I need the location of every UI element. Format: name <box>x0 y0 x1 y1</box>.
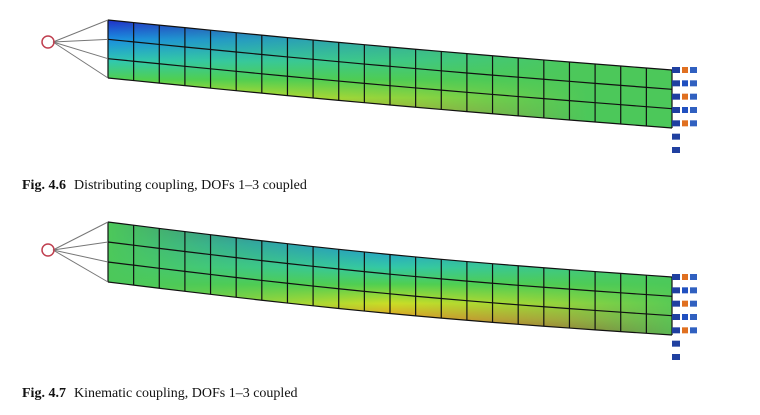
coupling-line <box>52 249 109 263</box>
bc-marker <box>690 327 697 334</box>
coupling-line <box>52 249 109 283</box>
bc-marker <box>682 107 688 113</box>
coupling-line <box>52 221 109 251</box>
bc-marker <box>672 133 680 140</box>
bc-marker <box>690 80 697 87</box>
bc-marker <box>672 354 680 360</box>
bc-marker <box>690 300 697 307</box>
mesh-figure <box>41 221 697 360</box>
coupling-line <box>52 41 109 79</box>
bc-marker <box>672 107 680 113</box>
caption-text: Kinematic coupling, DOFs 1–3 coupled <box>73 386 298 401</box>
coupling-line <box>52 38 109 43</box>
bc-marker <box>672 327 680 334</box>
bc-marker <box>672 314 680 320</box>
bc-marker <box>682 314 688 320</box>
bc-marker <box>690 107 697 113</box>
bc-marker <box>690 93 697 100</box>
bc-marker <box>690 287 697 294</box>
bc-marker <box>672 80 680 87</box>
coupling-line <box>52 19 109 43</box>
bc-marker <box>672 93 680 100</box>
bc-marker <box>690 120 697 127</box>
bc-marker <box>682 300 688 307</box>
figure-label: Fig. 4.6 <box>22 178 66 193</box>
bc-marker <box>690 274 697 280</box>
bc-marker <box>682 287 688 294</box>
figure-caption: Fig. 4.6 Distributing coupling, DOFs 1–3 … <box>22 178 307 194</box>
bc-marker <box>672 340 680 347</box>
coupling-line <box>52 241 109 251</box>
bc-marker <box>672 147 680 153</box>
bc-marker <box>682 120 688 127</box>
bc-marker <box>682 274 688 280</box>
bc-marker <box>672 67 680 73</box>
bc-marker <box>672 274 680 280</box>
bc-marker <box>682 80 688 87</box>
reference-node <box>41 35 55 49</box>
bc-marker <box>682 327 688 334</box>
bc-marker <box>682 67 688 73</box>
reference-node <box>41 243 55 257</box>
bc-marker <box>690 67 697 73</box>
bc-marker <box>672 287 680 294</box>
caption-text: Distributing coupling, DOFs 1–3 coupled <box>73 178 307 193</box>
bc-marker <box>672 120 680 127</box>
mesh-figure <box>41 19 697 153</box>
bc-marker <box>672 300 680 307</box>
bc-marker <box>690 314 697 320</box>
figure-label: Fig. 4.7 <box>22 386 66 401</box>
bc-marker <box>682 93 688 100</box>
figure-caption: Fig. 4.7 Kinematic coupling, DOFs 1–3 cou… <box>22 386 298 402</box>
coupling-line <box>52 41 109 60</box>
